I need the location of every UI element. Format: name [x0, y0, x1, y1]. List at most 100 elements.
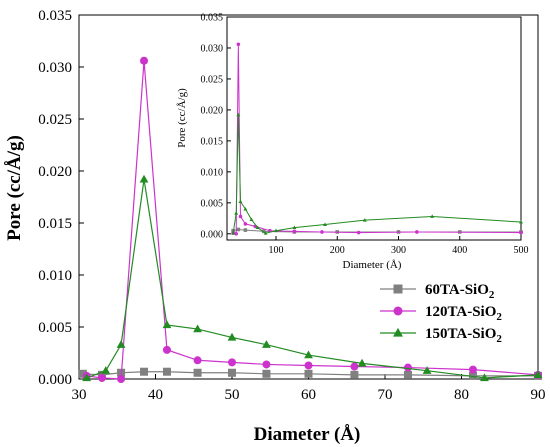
inset-y-tick-label: 0.000: [201, 229, 224, 240]
legend-series-subscript: 2: [496, 333, 502, 345]
inset-plot-frame: [226, 16, 522, 241]
inset-data-point: [231, 231, 236, 235]
inset-data-point: [238, 199, 243, 204]
main-data-point: [193, 324, 202, 333]
inset-data-point: [274, 228, 278, 233]
legend-series-name: 60TA-SiO: [425, 282, 489, 298]
main-data-point: [101, 366, 111, 374]
legend-marker: [393, 327, 403, 337]
inset-data-point: [249, 217, 254, 221]
inset-y-tick-label: 0.035: [201, 13, 224, 24]
main-y-tick-label: 0.000: [38, 372, 72, 388]
inset-y-tick-label: 0.020: [201, 105, 224, 116]
main-x-tick-label: 80: [454, 387, 469, 403]
main-y-tick-label: 0.020: [38, 164, 72, 180]
main-data-point: [228, 358, 236, 367]
inset-data-point: [323, 222, 327, 226]
main-data-point: [262, 340, 271, 348]
inset-data-point: [236, 227, 241, 232]
inset-data-point: [236, 112, 241, 117]
main-data-point: [350, 370, 359, 379]
inset-y-axis-title: Pore (cc/Å/g): [176, 88, 188, 148]
main-data-point: [162, 345, 171, 354]
inset-data-point: [243, 222, 248, 226]
main-plot: 0.000 0.005 0.010 0.015 0.020 0.025 0.030 0.035…: [4, 8, 546, 445]
inset-x-tick-label: 200: [330, 245, 345, 256]
inset-y-ticks: 0.000 0.005 0.010 0.015 0.020 0.025 0.030 0.035: [201, 13, 231, 240]
legend-series-subscript: 2: [489, 289, 495, 301]
main-data-point: [227, 332, 237, 341]
inset-data-point: [362, 218, 367, 222]
main-data-point: [262, 360, 271, 369]
main-data-point: [117, 375, 126, 383]
inset-y-tick-label: 0.025: [201, 74, 224, 85]
main-y-tick-label: 0.035: [38, 8, 72, 24]
inset-x-tick-label: 400: [452, 245, 467, 256]
main-data-point: [140, 367, 149, 376]
inset-data-point: [356, 230, 361, 235]
main-x-ticks: 30 40 50 60 70 80 90: [72, 374, 546, 403]
main-y-axis-title: Pore (cc/Å/g): [4, 135, 25, 241]
main-data-point: [139, 174, 149, 183]
legend-label: 150TA-SiO2: [425, 326, 502, 345]
main-series-group: [78, 56, 543, 383]
main-x-tick-label: 70: [378, 387, 393, 403]
main-data-point: [97, 373, 106, 382]
main-data-point: [262, 369, 271, 378]
inset-data-point: [234, 211, 239, 215]
inset-y-tick-label: 0.005: [201, 198, 224, 209]
inset-data-point: [236, 42, 241, 47]
main-data-point: [140, 56, 149, 65]
main-data-point: [403, 363, 412, 372]
main-data-point: [193, 356, 202, 365]
main-data-point: [304, 361, 313, 370]
main-y-tick-label: 0.015: [38, 216, 72, 232]
legend-series-name: 120TA-SiO: [425, 304, 496, 320]
main-data-point: [193, 368, 202, 377]
inset-x-axis-title: Diameter (Å): [343, 259, 402, 271]
inset-series-group: [231, 42, 523, 236]
legend-marker: [393, 284, 403, 294]
main-y-tick-label: 0.030: [38, 60, 72, 76]
main-x-tick-label: 50: [225, 387, 240, 403]
inset-data-point: [238, 214, 243, 219]
inset-data-point: [519, 230, 523, 235]
main-data-point: [480, 373, 489, 382]
main-data-point: [82, 373, 92, 382]
main-data-point: [422, 366, 432, 374]
main-x-tick-label: 90: [531, 387, 546, 403]
inset-y-tick-label: 0.030: [201, 43, 224, 54]
legend-label: 60TA-SiO2: [425, 282, 495, 301]
inset-data-point: [415, 230, 419, 234]
main-x-tick-label: 60: [301, 387, 316, 403]
legend-series-subscript: 2: [496, 311, 502, 323]
inset-data-point: [263, 231, 268, 235]
inset-background: [227, 17, 521, 240]
inset-x-ticks: 100 200 300 400 500: [269, 236, 529, 256]
main-data-point: [304, 350, 313, 359]
main-data-point: [304, 369, 313, 378]
inset-series-line-2: [232, 114, 522, 234]
legend-series-name: 150TA-SiO: [425, 326, 496, 342]
main-data-point: [533, 370, 543, 379]
inset-data-point: [292, 225, 297, 230]
main-y-tick-label: 0.010: [38, 268, 72, 284]
inset-data-point: [243, 206, 248, 211]
main-x-tick-label: 30: [72, 387, 87, 403]
main-data-point: [162, 367, 171, 376]
inset-plot: 0.000 0.005 0.010 0.015 0.020 0.025 0.030 0.035…: [176, 13, 529, 272]
inset-data-point: [320, 230, 324, 234]
main-data-point: [350, 362, 359, 371]
inset-series-line-1: [233, 44, 522, 235]
inset-data-point: [234, 232, 238, 236]
inset-data-point: [292, 229, 297, 234]
main-data-point: [162, 320, 172, 329]
legend-marker: [393, 306, 403, 316]
main-y-tick-label: 0.005: [38, 320, 72, 336]
inset-data-point: [519, 219, 523, 224]
main-x-tick-label: 40: [148, 387, 163, 403]
inset-x-tick-label: 300: [391, 245, 406, 256]
inset-data-point: [243, 228, 248, 232]
